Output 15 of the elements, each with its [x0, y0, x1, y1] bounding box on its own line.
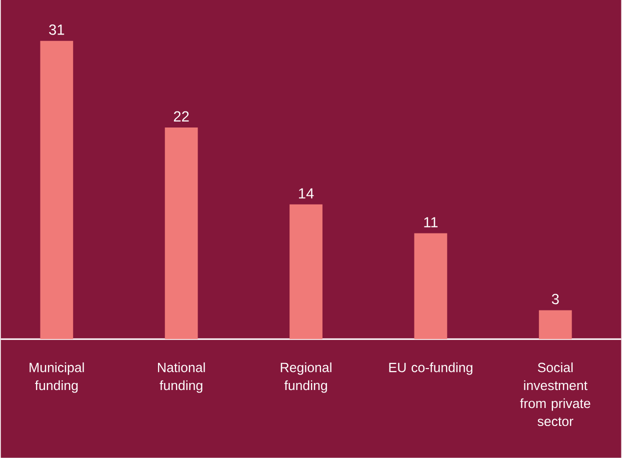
x-tick-label: EU co-funding	[389, 362, 472, 375]
data-label: 11	[424, 217, 438, 228]
data-label: 22	[174, 111, 189, 122]
x-tick-label: Municipal funding	[30, 362, 84, 393]
data-label: 14	[298, 188, 314, 198]
bar	[414, 233, 448, 340]
bar	[40, 40, 74, 340]
data-label: 3	[552, 294, 559, 304]
bar	[164, 128, 198, 340]
bar	[290, 204, 322, 340]
bar	[538, 310, 572, 340]
x-tick-label: Regional funding	[280, 362, 332, 393]
x-tick-label: Social investment from private sector	[520, 362, 590, 426]
data-label: 31	[49, 24, 64, 35]
x-tick-label: National funding	[158, 362, 205, 393]
